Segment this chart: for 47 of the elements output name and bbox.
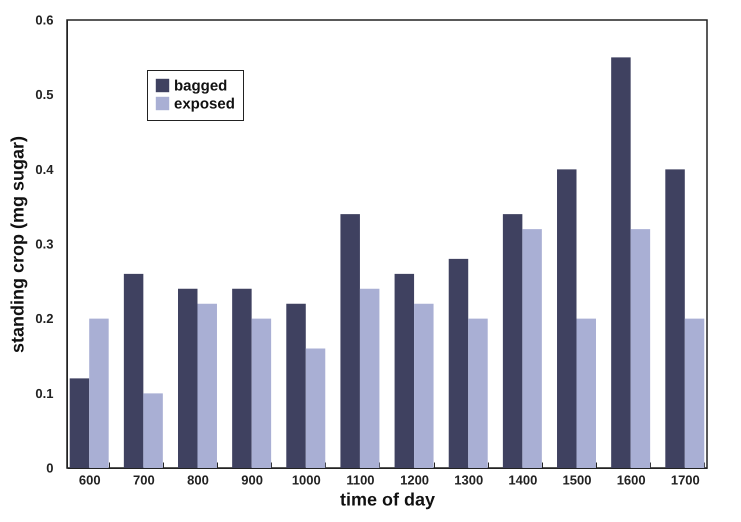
x-tick-label: 1400 [508,472,538,488]
y-axis-title: standing crop (mg sugar) [7,136,28,354]
bar [665,169,685,468]
x-tick-label: 1700 [670,472,700,488]
bar [143,393,163,468]
bar [286,304,306,468]
y-tick-label: 0.6 [35,12,54,28]
x-tick-label: 1000 [292,472,321,488]
bar [360,288,380,468]
y-tick-label: 0.1 [35,386,54,401]
bar [306,348,326,468]
x-tick-label: 1200 [400,472,430,488]
y-tick-label: 0.2 [35,311,54,326]
bar [178,288,198,468]
x-tick-label: 1300 [454,472,484,488]
x-tick-label: 700 [132,472,155,488]
x-tick-label: 600 [78,472,101,488]
x-tick-label: 800 [187,472,209,488]
bar [340,214,360,468]
bar [89,318,109,468]
x-tick-label: 1100 [346,472,375,488]
bar [576,318,596,468]
bar [684,318,704,468]
bar [394,274,414,468]
bar [197,304,217,468]
y-tick-label: 0.4 [35,162,54,177]
bar [232,288,252,468]
bar [414,304,434,468]
bar [522,229,542,468]
bar [557,169,577,468]
x-tick-label: 1500 [562,472,592,488]
x-tick-label: 900 [241,472,263,488]
x-axis-title: time of day [340,490,436,510]
bar [252,318,272,468]
bar [70,378,90,468]
bar [468,318,488,468]
y-tick-label: 0.5 [35,87,54,102]
legend-label: bagged [174,78,228,94]
x-tick-label: 1600 [616,472,646,488]
bar [124,274,144,468]
bar [448,258,468,468]
bar [630,229,650,468]
y-tick-label: 0.3 [35,236,54,252]
bar [611,57,631,468]
bar [502,214,522,468]
legend-label: exposed [174,96,235,112]
y-tick-label: 0 [46,460,54,476]
